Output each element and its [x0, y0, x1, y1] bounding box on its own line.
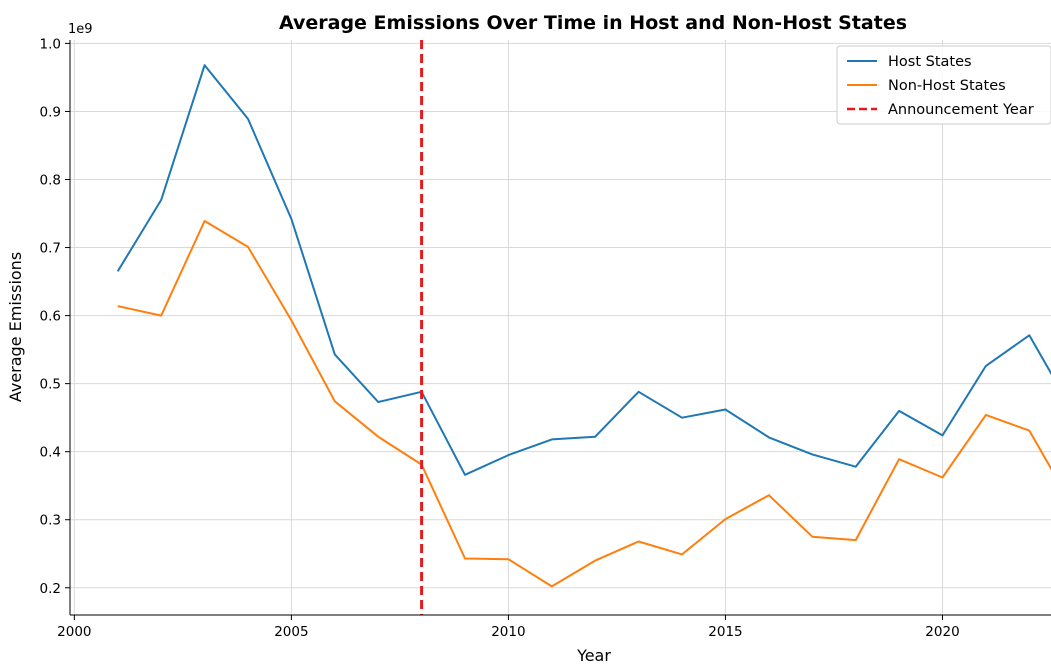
y-tick-label: 0.4	[40, 445, 61, 461]
y-tick-label: 0.3	[40, 513, 61, 529]
y-tick-label: 0.6	[40, 309, 61, 325]
x-axis-label: Year	[576, 646, 611, 665]
legend-label-announcement-year: Announcement Year	[888, 102, 1034, 118]
y-tick-label: 0.7	[40, 241, 61, 257]
series-layer	[116, 40, 1051, 615]
series-line-non-host-states	[117, 220, 1051, 588]
chart-title: Average Emissions Over Time in Host and …	[279, 12, 907, 34]
y-tick-label: 0.2	[40, 581, 61, 597]
axes	[69, 40, 1051, 616]
y-tick-label: 0.5	[40, 377, 61, 393]
legend-box	[836, 45, 1051, 125]
y-tick-label: 1.0	[40, 36, 61, 52]
x-tick-label: 2010	[491, 624, 525, 640]
y-axis-label: Average Emissions	[6, 252, 25, 402]
x-tick-label: 2000	[57, 624, 91, 640]
y-tick-label: 0.9	[40, 104, 61, 120]
y-tick-label: 0.8	[40, 172, 61, 188]
legend: Host States Non-Host States Announcement…	[836, 45, 1051, 125]
legend-label-host-states: Host States	[888, 54, 972, 70]
y-scale-label: 1e9	[68, 22, 93, 37]
legend-label-non-host-states: Non-Host States	[888, 78, 1006, 94]
x-tick-label: 2015	[708, 624, 742, 640]
x-tick-label: 2020	[925, 624, 959, 640]
x-tick-label: 2005	[274, 624, 308, 640]
ticks: 2000 2005 2010 2015 2020 0.2 0.3 0.4 0.5 0.6 0.7 0.…	[40, 36, 960, 640]
series-line-host-states	[116, 64, 1051, 476]
grid	[70, 40, 1051, 615]
